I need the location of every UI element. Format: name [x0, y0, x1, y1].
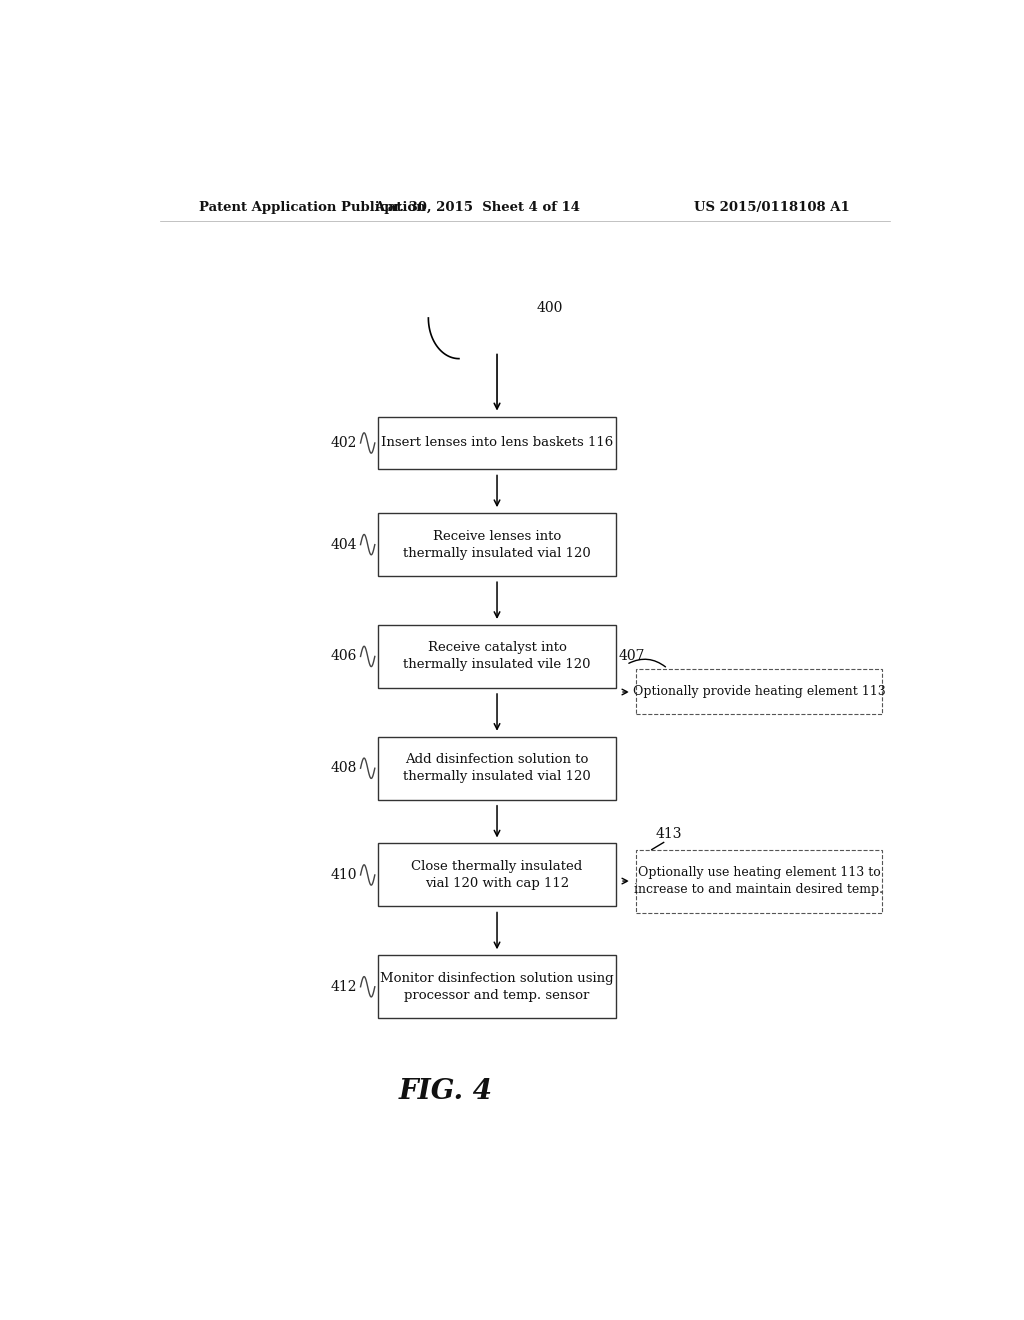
Text: 413: 413: [655, 828, 682, 841]
Text: US 2015/0118108 A1: US 2015/0118108 A1: [694, 201, 850, 214]
Text: 410: 410: [331, 869, 357, 882]
Text: FIG. 4: FIG. 4: [398, 1078, 493, 1105]
Text: 407: 407: [618, 649, 645, 664]
Bar: [378, 956, 616, 1018]
Text: Close thermally insulated
vial 120 with cap 112: Close thermally insulated vial 120 with …: [412, 859, 583, 890]
Text: 400: 400: [537, 301, 563, 314]
Text: 412: 412: [331, 979, 357, 994]
Text: Optionally use heating element 113 to
increase to and maintain desired temp.: Optionally use heating element 113 to in…: [635, 866, 884, 896]
Text: Patent Application Publication: Patent Application Publication: [200, 201, 426, 214]
Text: Add disinfection solution to
thermally insulated vial 120: Add disinfection solution to thermally i…: [403, 754, 591, 783]
Bar: [378, 843, 616, 907]
Bar: [378, 417, 616, 470]
Bar: [378, 513, 616, 576]
Bar: [378, 624, 616, 688]
Text: 408: 408: [331, 762, 356, 775]
Text: Optionally provide heating element 113: Optionally provide heating element 113: [633, 685, 886, 698]
Text: Insert lenses into lens baskets 116: Insert lenses into lens baskets 116: [381, 437, 613, 450]
Text: Receive lenses into
thermally insulated vial 120: Receive lenses into thermally insulated …: [403, 529, 591, 560]
Text: Apr. 30, 2015  Sheet 4 of 14: Apr. 30, 2015 Sheet 4 of 14: [374, 201, 581, 214]
Bar: [378, 737, 616, 800]
Text: 406: 406: [331, 649, 356, 664]
Text: 404: 404: [331, 537, 357, 552]
Text: Receive catalyst into
thermally insulated vile 120: Receive catalyst into thermally insulate…: [403, 642, 591, 672]
Bar: [636, 850, 882, 912]
Bar: [636, 669, 882, 714]
Text: Monitor disinfection solution using
processor and temp. sensor: Monitor disinfection solution using proc…: [380, 972, 613, 1002]
Text: 402: 402: [331, 436, 356, 450]
